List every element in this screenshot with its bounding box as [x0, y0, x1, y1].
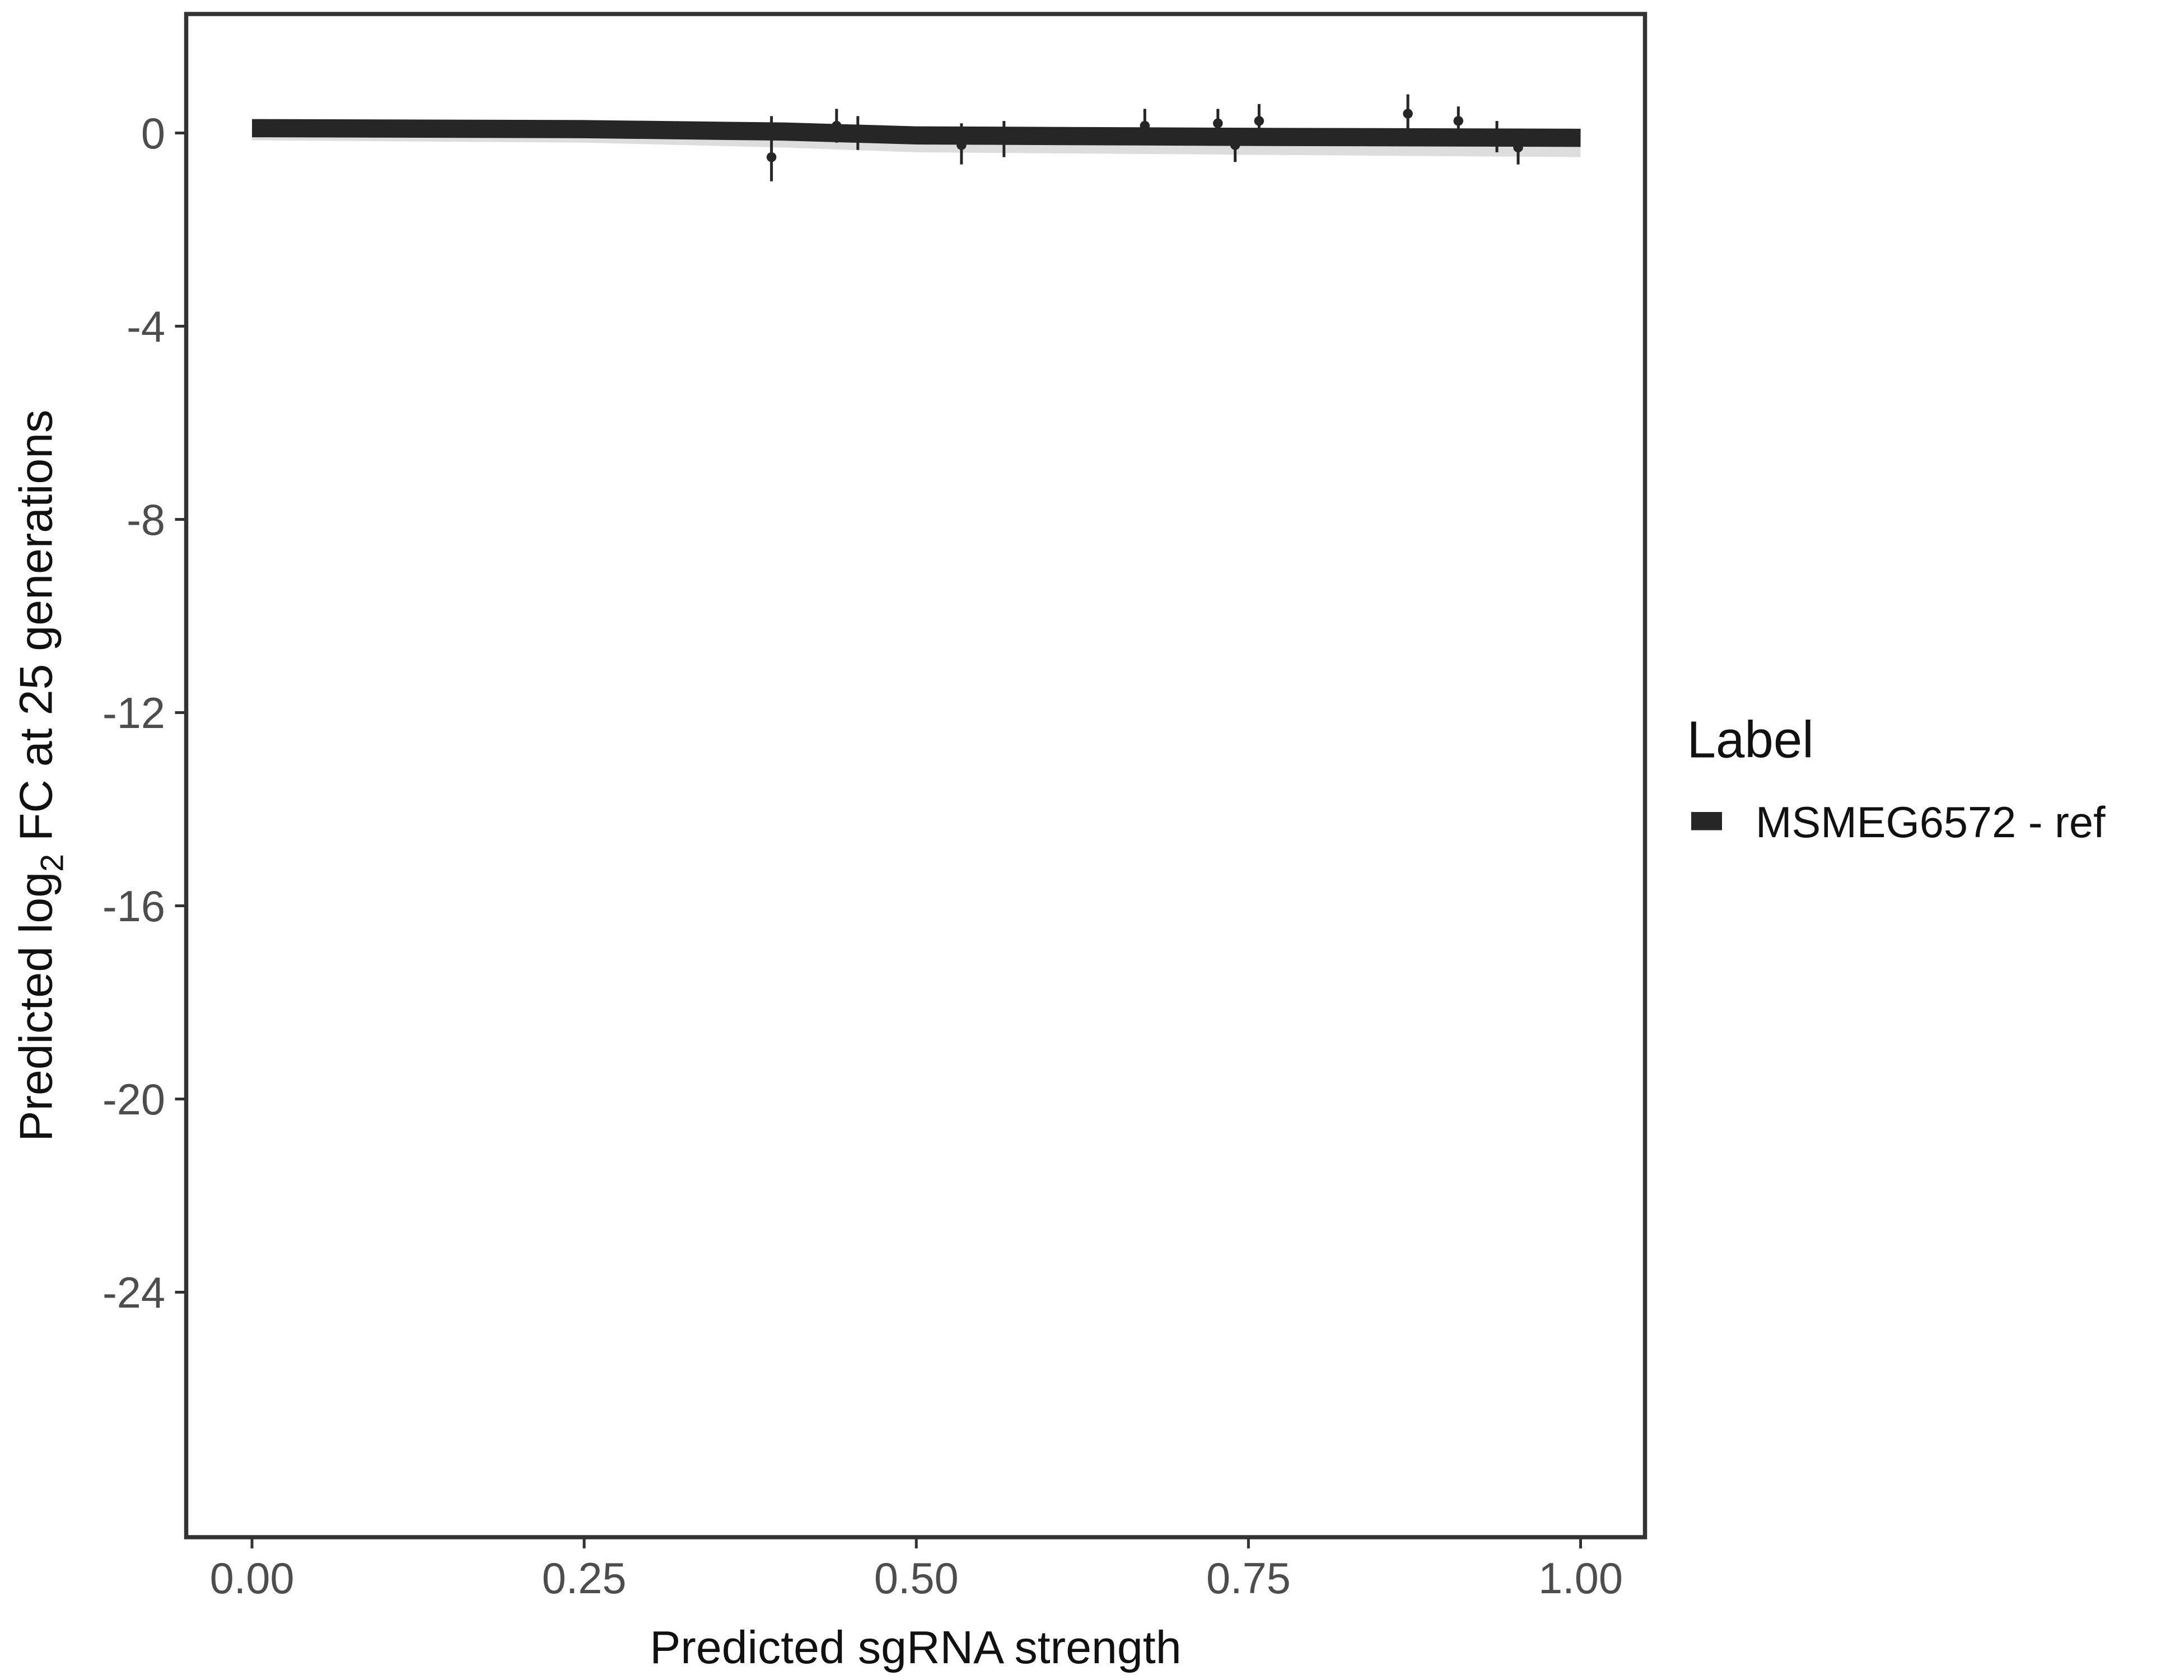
legend: Label MSMEG6572 - ref	[1687, 711, 2106, 847]
data-point	[1453, 116, 1463, 126]
y-axis-title: Predicted log2 FC at 25 generations	[11, 410, 71, 1142]
legend-label: MSMEG6572 - ref	[1756, 799, 2106, 847]
y-tick-label: -12	[102, 689, 165, 738]
y-tick-label: -20	[102, 1076, 165, 1124]
y-tick-label: -8	[127, 496, 165, 544]
data-point	[1492, 133, 1502, 143]
data-point	[766, 152, 777, 162]
x-tick-label: 0.75	[1206, 1555, 1291, 1603]
data-point	[1230, 140, 1240, 150]
x-tick-label: 0.00	[210, 1555, 295, 1603]
data-point	[956, 140, 967, 150]
data-point	[853, 128, 863, 138]
data-point	[999, 133, 1009, 143]
data-point	[1213, 118, 1223, 128]
y-tick-label: -16	[102, 883, 165, 931]
panel-border	[184, 12, 1648, 1539]
x-axis-title: Predicted sgRNA strength	[650, 1622, 1181, 1673]
data-point	[832, 120, 842, 131]
data-point	[1140, 120, 1150, 131]
y-tick-label: -4	[127, 303, 165, 351]
x-tick-label: 0.25	[542, 1555, 627, 1603]
data-point	[1403, 109, 1413, 119]
fit-line-group	[251, 119, 1581, 147]
points-group	[766, 94, 1523, 181]
x-tick-label: 0.50	[874, 1555, 959, 1603]
y-tick-label: 0	[141, 110, 165, 158]
x-tick-label: 1.00	[1538, 1555, 1623, 1603]
legend-title: Label	[1687, 711, 1814, 769]
x-axis: 0.00 0.25 0.50 0.75 1.00	[210, 1537, 1623, 1603]
legend-key	[1691, 812, 1722, 830]
y-tick-label: -24	[102, 1269, 165, 1317]
data-point	[1254, 116, 1264, 126]
y-axis: 0 -4 -8 -12 -16 -20 -24	[102, 110, 186, 1317]
data-point	[1513, 142, 1523, 153]
fit-line	[251, 119, 1581, 147]
